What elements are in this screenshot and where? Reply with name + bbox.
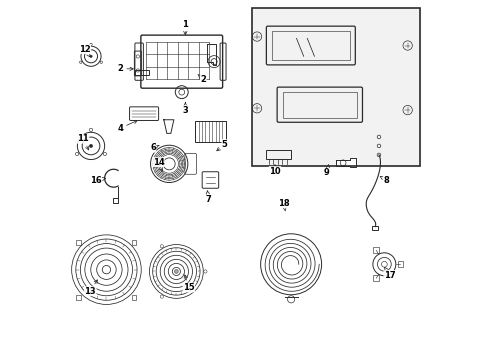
Text: 11: 11 — [77, 134, 89, 150]
Bar — [271, 31, 349, 60]
Bar — [112, 198, 118, 203]
Text: 12: 12 — [79, 45, 91, 57]
Bar — [265, 150, 290, 159]
Bar — [195, 121, 225, 142]
Bar — [76, 295, 81, 300]
Bar — [373, 275, 378, 281]
Bar — [397, 261, 403, 267]
Text: 10: 10 — [268, 165, 280, 176]
Bar — [135, 70, 148, 75]
Text: 9: 9 — [324, 165, 329, 177]
Text: 7: 7 — [205, 191, 211, 204]
Text: 3: 3 — [182, 102, 188, 114]
Bar — [131, 295, 136, 300]
Bar — [131, 240, 136, 244]
Bar — [251, 8, 419, 166]
Text: 16: 16 — [90, 176, 105, 185]
Polygon shape — [206, 44, 215, 65]
Text: 18: 18 — [278, 199, 289, 211]
Text: 13: 13 — [84, 280, 97, 296]
Text: 2: 2 — [198, 74, 206, 84]
Bar — [371, 226, 378, 230]
Polygon shape — [335, 158, 355, 167]
Text: 8: 8 — [380, 176, 388, 185]
Text: 15: 15 — [183, 275, 194, 292]
Circle shape — [90, 55, 92, 58]
Circle shape — [89, 144, 92, 148]
Bar — [282, 92, 356, 118]
Text: 4: 4 — [118, 120, 137, 132]
Bar — [76, 240, 81, 244]
Text: 17: 17 — [383, 267, 395, 279]
Bar — [251, 8, 419, 166]
Text: 2: 2 — [118, 64, 133, 73]
Polygon shape — [163, 120, 174, 134]
Circle shape — [174, 270, 178, 273]
Text: 1: 1 — [182, 19, 188, 35]
Text: 14: 14 — [152, 158, 164, 171]
Bar — [373, 247, 378, 253]
Text: 6: 6 — [150, 143, 159, 152]
Text: 5: 5 — [216, 140, 227, 151]
